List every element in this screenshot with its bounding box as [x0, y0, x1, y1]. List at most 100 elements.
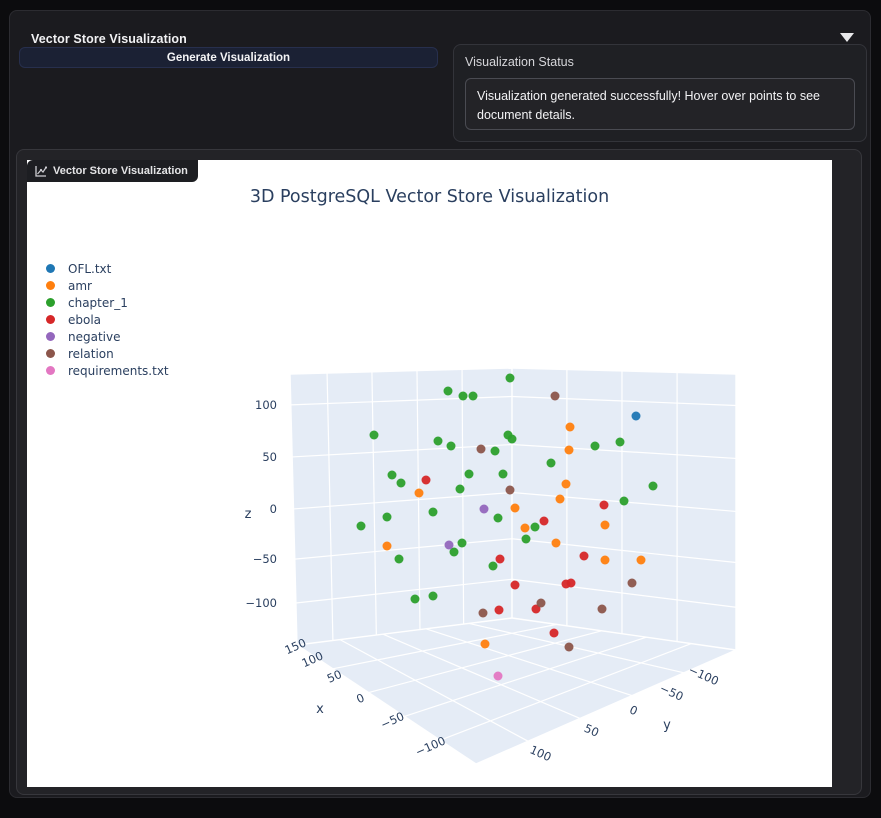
data-point[interactable]	[396, 478, 406, 488]
data-point[interactable]	[382, 512, 392, 522]
data-point[interactable]	[356, 521, 366, 531]
data-point[interactable]	[457, 538, 467, 548]
scatter3d-scene[interactable]: 100500−50−100150100500−50−100−100−500501…	[27, 160, 832, 787]
plot-tab-text: Vector Store Visualization	[53, 165, 188, 177]
data-point[interactable]	[600, 555, 610, 565]
scatter-chart-icon	[35, 166, 47, 177]
axis-tick-label: 0	[354, 690, 366, 706]
data-point[interactable]	[521, 534, 531, 544]
data-point[interactable]	[421, 475, 431, 485]
data-point[interactable]	[444, 540, 454, 550]
data-point[interactable]	[455, 484, 465, 494]
data-point[interactable]	[561, 479, 571, 489]
data-point[interactable]	[428, 507, 438, 517]
gridline	[289, 373, 298, 646]
data-point[interactable]	[478, 608, 488, 618]
data-point[interactable]	[505, 485, 515, 495]
data-point[interactable]	[631, 411, 641, 421]
legend-item[interactable]: OFL.txt	[43, 260, 169, 277]
data-point[interactable]	[550, 391, 560, 401]
data-point[interactable]	[627, 578, 637, 588]
legend-label: requirements.txt	[68, 363, 169, 378]
data-point[interactable]	[488, 561, 498, 571]
data-point[interactable]	[510, 580, 520, 590]
data-point[interactable]	[494, 605, 504, 615]
data-point[interactable]	[536, 598, 546, 608]
legend-item[interactable]: negative	[43, 328, 169, 345]
data-point[interactable]	[498, 469, 508, 479]
app-window: Vector Store Visualization Generate Visu…	[9, 10, 871, 798]
legend-marker-icon	[46, 281, 55, 290]
data-point[interactable]	[493, 671, 503, 681]
data-point[interactable]	[648, 481, 658, 491]
data-point[interactable]	[369, 430, 379, 440]
data-point[interactable]	[464, 469, 474, 479]
data-point[interactable]	[394, 554, 404, 564]
data-point[interactable]	[546, 458, 556, 468]
data-point[interactable]	[443, 386, 453, 396]
data-point[interactable]	[565, 422, 575, 432]
data-point[interactable]	[507, 434, 517, 444]
data-point[interactable]	[615, 437, 625, 447]
data-point[interactable]	[490, 446, 500, 456]
data-point[interactable]	[530, 522, 540, 532]
data-point[interactable]	[636, 555, 646, 565]
data-point[interactable]	[539, 516, 549, 526]
data-point[interactable]	[468, 391, 478, 401]
data-point[interactable]	[505, 373, 515, 383]
scene-wall	[290, 368, 512, 645]
legend-marker-icon	[46, 298, 55, 307]
data-point[interactable]	[479, 504, 489, 514]
gridline	[425, 628, 633, 697]
data-point[interactable]	[520, 523, 530, 533]
legend-marker-icon	[46, 264, 55, 273]
gridline	[296, 617, 513, 646]
data-point[interactable]	[414, 488, 424, 498]
data-point[interactable]	[549, 628, 559, 638]
data-point[interactable]	[449, 547, 459, 557]
data-point[interactable]	[476, 444, 486, 454]
data-point[interactable]	[458, 391, 468, 401]
data-point[interactable]	[446, 441, 456, 451]
data-point[interactable]	[579, 551, 589, 561]
accordion-header[interactable]: Vector Store Visualization	[10, 11, 870, 47]
status-textbox[interactable]: Visualization generated successfully! Ho…	[465, 78, 855, 130]
data-point[interactable]	[597, 604, 607, 614]
legend-item[interactable]: ebola	[43, 311, 169, 328]
axis-tick-label: 100	[255, 398, 277, 412]
gridline	[511, 578, 737, 608]
data-point[interactable]	[555, 494, 565, 504]
legend-label: negative	[68, 329, 121, 344]
collapse-icon[interactable]	[840, 33, 854, 42]
data-point[interactable]	[495, 554, 505, 564]
plot-tab-label: Vector Store Visualization	[27, 160, 198, 182]
generate-visualization-button[interactable]: Generate Visualization	[19, 47, 438, 68]
data-point[interactable]	[599, 500, 609, 510]
legend-label: relation	[68, 346, 114, 361]
data-point[interactable]	[382, 541, 392, 551]
legend-item[interactable]: relation	[43, 345, 169, 362]
plot-card: 3D PostgreSQL Vector Store Visualization…	[27, 160, 832, 787]
data-point[interactable]	[551, 538, 561, 548]
data-point[interactable]	[433, 436, 443, 446]
data-point[interactable]	[600, 520, 610, 530]
data-point[interactable]	[493, 513, 503, 523]
data-point[interactable]	[480, 639, 490, 649]
data-point[interactable]	[590, 441, 600, 451]
legend-item[interactable]: chapter_1	[43, 294, 169, 311]
gridline	[404, 636, 647, 717]
data-point[interactable]	[566, 578, 576, 588]
data-point[interactable]	[428, 591, 438, 601]
chart-legend: OFL.txt amr chapter_1 ebola negative relation…	[43, 260, 169, 379]
data-point[interactable]	[619, 496, 629, 506]
data-point[interactable]	[410, 594, 420, 604]
data-point[interactable]	[564, 445, 574, 455]
data-point[interactable]	[531, 604, 541, 614]
legend-item[interactable]: requirements.txt	[43, 362, 169, 379]
gridline	[368, 630, 602, 694]
data-point[interactable]	[510, 503, 520, 513]
data-point[interactable]	[387, 470, 397, 480]
data-point[interactable]	[564, 642, 574, 652]
legend-marker-icon	[46, 349, 55, 358]
legend-item[interactable]: amr	[43, 277, 169, 294]
